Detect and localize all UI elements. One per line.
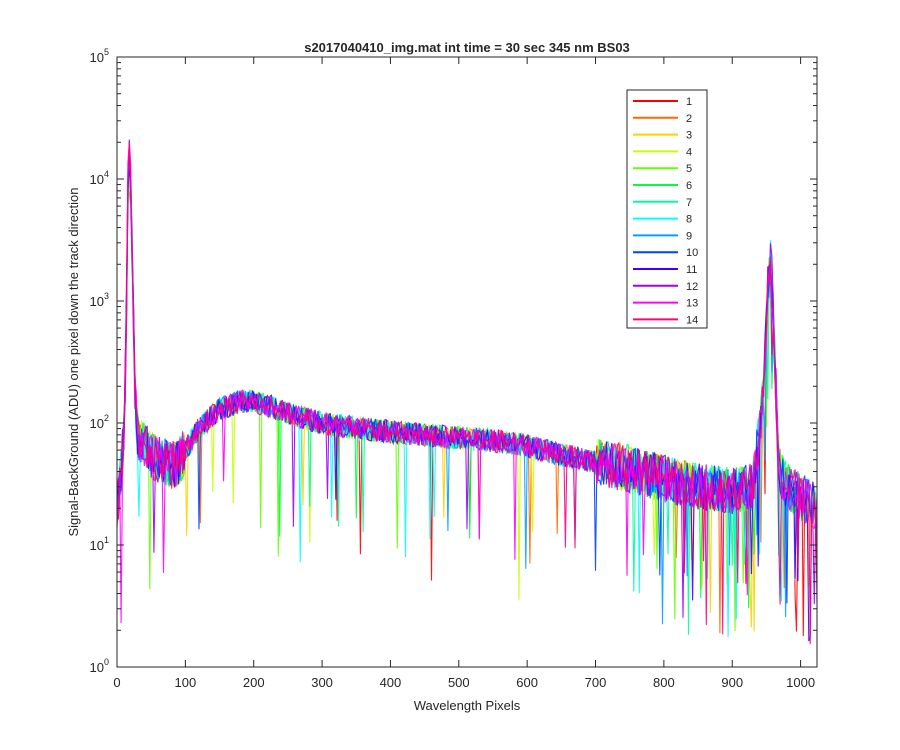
x-tick-label: 600 xyxy=(516,675,538,690)
y-tick-label: 101 xyxy=(90,535,109,553)
legend-label-3: 3 xyxy=(686,130,692,142)
x-tick-label: 900 xyxy=(721,675,743,690)
legend-label-12: 12 xyxy=(686,281,698,293)
y-tick-label: 103 xyxy=(90,291,109,309)
plot-box xyxy=(116,56,818,668)
series-lines xyxy=(117,139,817,645)
x-tick-label: 800 xyxy=(653,675,675,690)
x-tick-label: 200 xyxy=(243,675,265,690)
legend-label-8: 8 xyxy=(686,214,692,226)
y-tick-label: 100 xyxy=(90,657,109,675)
legend-label-2: 2 xyxy=(686,113,692,125)
x-tick-label: 0 xyxy=(113,675,120,690)
x-tick-label: 700 xyxy=(585,675,607,690)
legend-label-7: 7 xyxy=(686,197,692,209)
plot-area xyxy=(117,57,817,667)
series-line-13 xyxy=(117,141,817,624)
x-tick-label: 100 xyxy=(175,675,197,690)
x-tick-label: 400 xyxy=(380,675,402,690)
axis-ticks: 0 100 200 300 400 500 600 700 800 900 100010010110… xyxy=(90,47,817,690)
legend-label-5: 5 xyxy=(686,163,692,175)
x-tick-label: 300 xyxy=(311,675,333,690)
y-tick-label: 105 xyxy=(90,47,109,65)
legend-box xyxy=(626,89,708,329)
legend-label-4: 4 xyxy=(686,146,692,158)
y-tick-label: 104 xyxy=(90,169,109,187)
x-tick-label: 500 xyxy=(448,675,470,690)
legend-label-11: 11 xyxy=(686,264,697,276)
y-tick-label: 102 xyxy=(90,413,109,431)
chart-title: s2017040410_img.mat int time = 30 sec 34… xyxy=(304,40,630,55)
legend-label-13: 13 xyxy=(686,298,698,310)
legend-label-1: 1 xyxy=(686,96,692,108)
legend-label-14: 14 xyxy=(686,314,698,326)
legend-label-10: 10 xyxy=(686,247,698,259)
x-tick-label: 1000 xyxy=(786,675,815,690)
legend-label-9: 9 xyxy=(686,230,692,242)
x-axis-label: Wavelength Pixels xyxy=(414,698,521,713)
y-axis-label: Signal-BackGround (ADU) one pixel down t… xyxy=(66,187,81,536)
series-line-14 xyxy=(117,141,817,645)
legend-label-6: 6 xyxy=(686,180,692,192)
